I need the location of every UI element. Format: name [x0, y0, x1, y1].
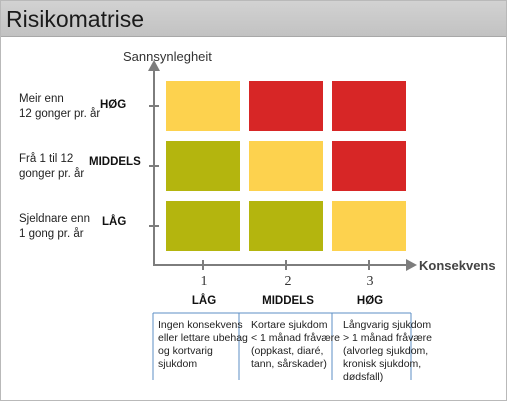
column-level-low: LÅG — [191, 295, 217, 307]
matrix-cell-r3-c3 — [332, 201, 406, 251]
y-axis-arrow — [148, 60, 160, 71]
row-level-high: HØG — [100, 99, 127, 111]
column-number-2: 2 — [284, 274, 292, 289]
row-level-medium: MIDDELS — [89, 156, 141, 168]
x-axis-arrow — [406, 259, 417, 271]
column-number-1: 1 — [200, 274, 208, 289]
matrix-area: Sannsynlegheit Konsekvens Meir enn 12 go… — [1, 37, 506, 400]
risk-matrix-graphic — [148, 60, 417, 380]
matrix-cell-r1-c2 — [249, 81, 323, 131]
column-description-low: Ingen konsekvens eller lettare ubehag og… — [158, 319, 248, 370]
matrix-cell-r3-c2 — [249, 201, 323, 251]
page-title: Risikomatrise — [6, 6, 145, 32]
row-description-low: Sjeldnare enn 1 gong pr. år — [19, 213, 90, 240]
y-axis-title: Sannsynlegheit — [123, 49, 212, 64]
matrix-cell-r1-c3 — [332, 81, 406, 131]
row-level-low: LÅG — [102, 216, 127, 228]
column-level-medium: MIDDELS — [262, 295, 314, 307]
title-bar: Risikomatrise — [1, 1, 506, 37]
column-level-high: HØG — [356, 295, 384, 307]
matrix-cell-r3-c1 — [166, 201, 240, 251]
matrix-cell-r2-c2 — [249, 141, 323, 191]
matrix-cell-r1-c1 — [166, 81, 240, 131]
column-description-high: Långvarig sjukdom > 1 månad fråvære (alv… — [343, 319, 433, 383]
row-description-high: Meir enn 12 gonger pr. år — [19, 93, 101, 120]
row-description-medium: Frå 1 til 12 gonger pr. år — [19, 153, 85, 180]
column-description-medium: Kortare sjukdom < 1 månad fråvære (oppka… — [251, 319, 341, 370]
x-axis-title: Konsekvens — [419, 258, 496, 273]
matrix-cell-r2-c3 — [332, 141, 406, 191]
column-number-3: 3 — [366, 274, 374, 289]
matrix-cell-r2-c1 — [166, 141, 240, 191]
